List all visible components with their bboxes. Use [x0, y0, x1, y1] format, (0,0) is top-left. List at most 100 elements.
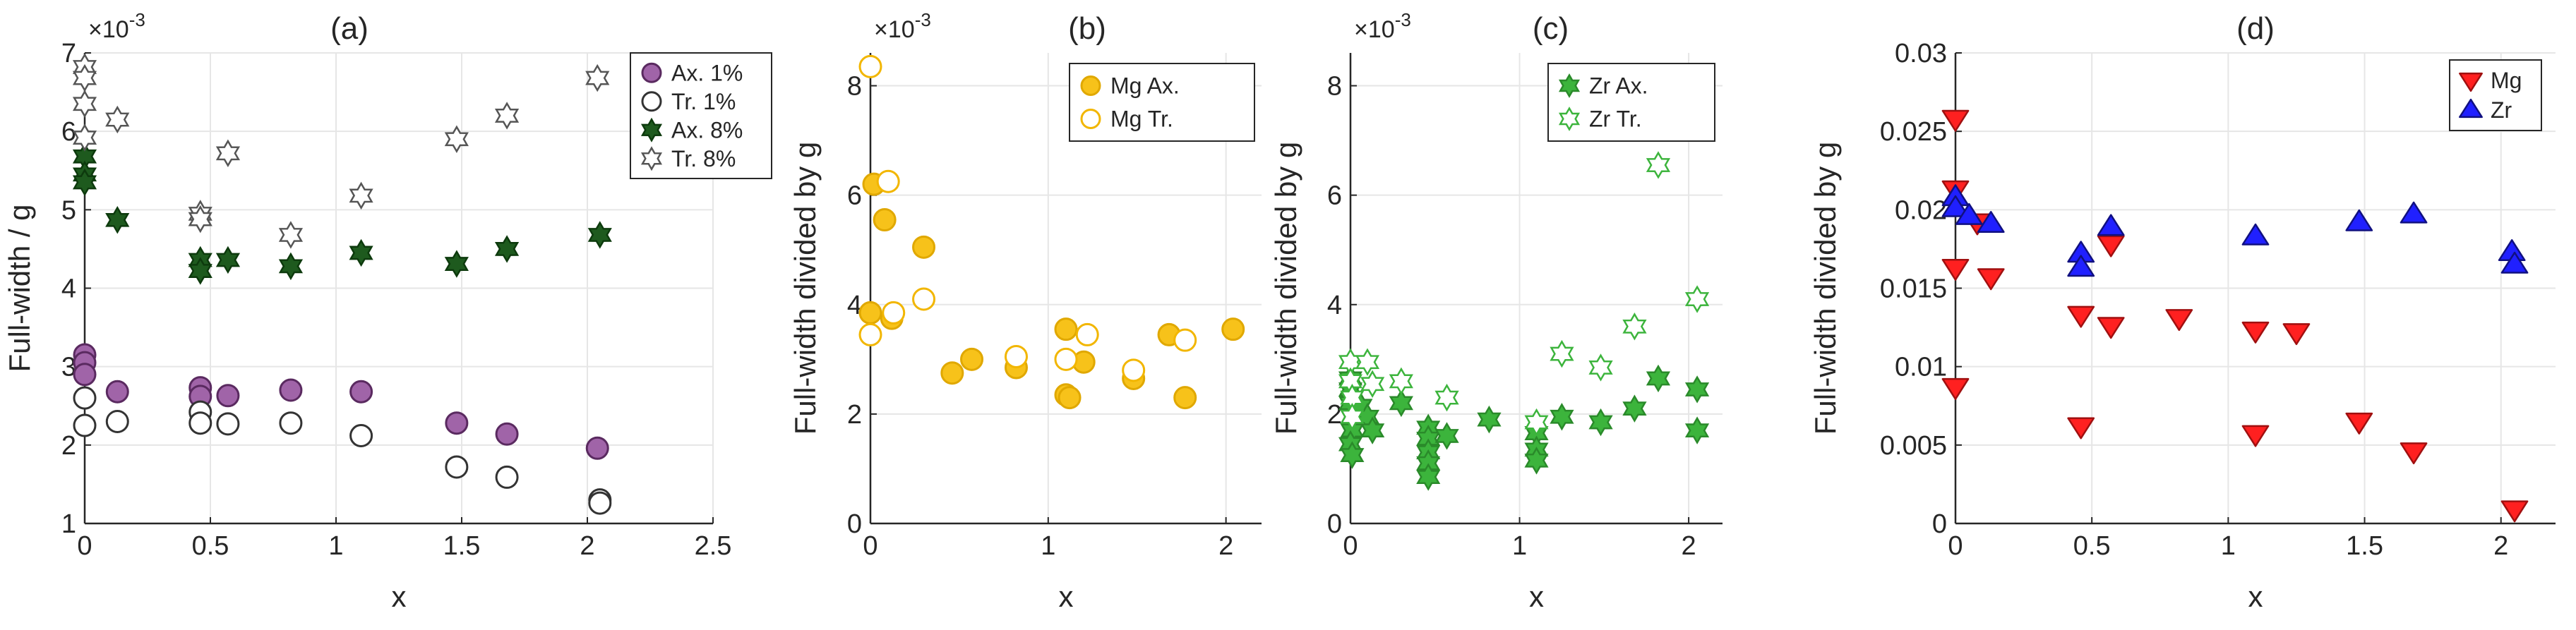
y-tick-label: 0.01 — [1895, 353, 1947, 382]
data-point — [1389, 389, 1413, 418]
data-point — [1977, 268, 2005, 291]
data-point — [1550, 403, 1574, 431]
x-tick-label: 2 — [580, 531, 594, 561]
x-tick-label: 0 — [1343, 531, 1358, 561]
y-tick-label: 0.015 — [1880, 274, 1947, 304]
exponent-base: ×10 — [88, 16, 129, 43]
y-tick-label: 2 — [1327, 400, 1342, 430]
data-point — [105, 206, 130, 234]
legend-marker — [640, 117, 663, 143]
data-point — [1550, 339, 1574, 368]
x-tick-label: 0 — [1948, 531, 1963, 561]
data-point — [494, 102, 520, 130]
y-axis-label: Full-width divided by g — [789, 142, 822, 435]
data-point — [444, 125, 469, 153]
data-point — [2282, 323, 2311, 346]
data-point — [494, 235, 520, 263]
chart-panel-a: 0 0.5 1 1.5 2 2.5 1 2 3 4 5 6 7 ×10-3 (a) x Full-width /… — [3, 9, 772, 613]
data-point — [1684, 416, 1710, 444]
chart-panel-b: 0 1 2 0 2 4 6 8 ×10-3 (b) x Full-width divided by g… — [789, 9, 1262, 613]
data-point — [1173, 328, 1197, 352]
data-point — [1684, 285, 1710, 313]
legend-marker — [641, 62, 662, 83]
x-axis-label: x — [392, 580, 407, 613]
data-point — [2241, 223, 2270, 246]
data-point — [72, 168, 97, 197]
y-tick-label: 1 — [61, 509, 76, 539]
data-point — [1622, 313, 1647, 341]
legend-marker — [1080, 109, 1101, 129]
data-point — [585, 63, 610, 92]
data-point — [444, 250, 469, 278]
legend-label: Zr Tr. — [1589, 107, 1642, 132]
x-tick-label: 1.5 — [2346, 531, 2383, 561]
panel-title: (b) — [1068, 11, 1106, 46]
legend-box — [1069, 63, 1255, 142]
data-point — [349, 181, 373, 210]
legend-marker — [1558, 73, 1581, 98]
panel-title: (d) — [2236, 11, 2275, 46]
data-point — [1524, 447, 1549, 475]
data-point — [873, 208, 897, 232]
series-zr-tr- — [1338, 151, 1710, 437]
data-point — [445, 455, 469, 479]
data-point — [278, 252, 304, 281]
data-point — [1646, 151, 1671, 179]
data-point — [216, 384, 240, 408]
data-point — [587, 221, 612, 249]
x-tick-label: 0 — [77, 531, 92, 561]
data-point — [2500, 251, 2529, 274]
legend-label: Zr Ax. — [1589, 73, 1648, 99]
data-point — [1004, 344, 1028, 368]
y-tick-label: 7 — [61, 39, 76, 68]
data-point — [2241, 321, 2270, 344]
data-point — [1941, 377, 1970, 400]
data-point — [858, 322, 882, 346]
data-point — [2067, 255, 2095, 277]
x-tick-label: 1 — [1512, 531, 1527, 561]
y-tick-label: 6 — [847, 181, 862, 211]
x-tick-label: 1 — [1041, 531, 1055, 561]
series-ax-8- — [72, 143, 612, 285]
data-point — [858, 301, 882, 325]
y-tick-label: 0.005 — [1880, 431, 1947, 461]
data-point — [279, 411, 303, 435]
y-axis-label: Full-width divided by g — [1269, 142, 1302, 435]
series-tr-8- — [72, 53, 610, 249]
data-point — [2097, 214, 2125, 236]
y-tick-label: 0.025 — [1880, 117, 1947, 147]
data-point — [72, 90, 97, 118]
data-point — [73, 386, 97, 410]
legend-label: Ax. 8% — [671, 117, 743, 143]
data-point — [960, 347, 984, 371]
data-point — [1588, 408, 1613, 437]
data-point — [2400, 201, 2428, 224]
data-point — [215, 139, 241, 167]
data-points — [858, 54, 1245, 410]
y-tick-label: 2 — [847, 400, 862, 430]
y-axis-label: Full-width / g — [3, 204, 36, 372]
data-point — [2500, 500, 2529, 523]
data-point — [349, 423, 373, 447]
y-tick-label: 3 — [61, 353, 76, 382]
data-point — [105, 409, 129, 433]
legend-marker — [1080, 75, 1101, 96]
data-point — [105, 380, 129, 404]
data-point — [188, 205, 212, 234]
data-point — [1941, 195, 1970, 217]
y-tick-label: 2 — [61, 431, 76, 461]
data-point — [1173, 386, 1197, 410]
y-tick-label: 0 — [1932, 509, 1947, 539]
legend-label: Zr — [2491, 97, 2512, 123]
legend: Mg Zr — [2449, 59, 2542, 131]
y-tick-label: 0 — [1327, 509, 1342, 539]
legend-box — [2449, 59, 2542, 131]
data-point — [1360, 416, 1385, 444]
data-point — [1524, 408, 1549, 437]
x-tick-label: 0.5 — [192, 531, 229, 561]
data-point — [1122, 358, 1146, 382]
data-point — [940, 361, 964, 385]
x-tick-label: 2 — [1218, 531, 1233, 561]
data-point — [1416, 463, 1441, 491]
